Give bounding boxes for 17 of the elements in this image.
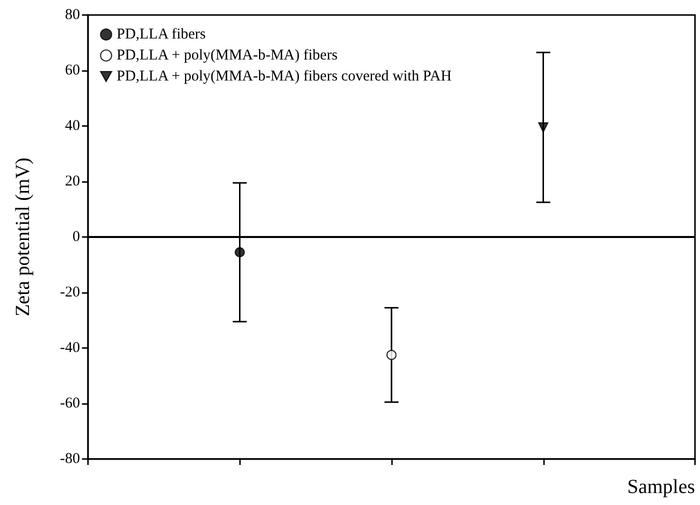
y-axis-title: Zeta potential (mV) [12, 158, 34, 316]
y-tick-label: 0 [72, 229, 80, 245]
legend-label: PD,LLA + poly(MMA-b-MA) fibers [116, 48, 338, 64]
y-tick-label: 80 [65, 7, 80, 23]
point [538, 122, 548, 132]
y-tick-label: 60 [65, 62, 80, 78]
point [386, 350, 397, 360]
y-tick-label: -60 [60, 396, 80, 412]
y-tick-label: -80 [60, 451, 80, 467]
point [234, 247, 245, 258]
y-tick-label: 20 [65, 174, 80, 190]
legend-label: PD,LLA fibers [116, 26, 206, 42]
x-axis-title: Samples [627, 476, 696, 498]
y-tick-label: 40 [65, 118, 80, 134]
y-tick-label: -40 [60, 340, 80, 356]
y-tick-label: -20 [60, 284, 80, 300]
legend-label: PD,LLA + poly(MMA-b-MA) fibers covered with PAH [116, 68, 452, 84]
